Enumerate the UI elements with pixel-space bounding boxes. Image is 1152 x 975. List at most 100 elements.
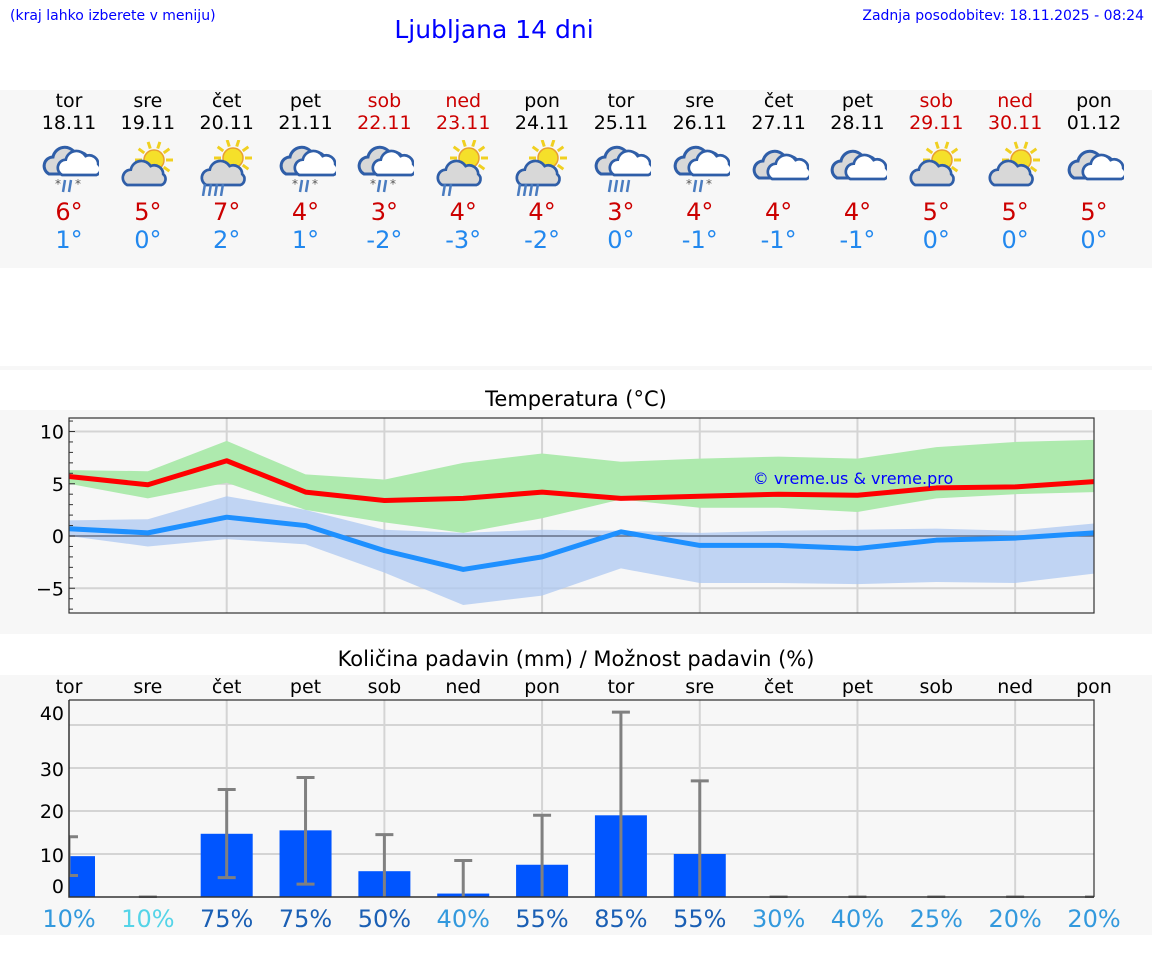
day-date: 26.11 [672, 112, 727, 134]
cloud-icon [752, 149, 809, 181]
sun-cloud-rain-icon [515, 140, 568, 196]
day-forecast: sob 29.11 5° 0° [897, 90, 975, 254]
x-day-label: tor [56, 676, 83, 698]
precipitation-probability: 50% [358, 905, 411, 933]
sun-cloud-light-rain-icon [436, 140, 489, 196]
min-temperature: -1° [681, 226, 718, 254]
sun-cloud-icon [909, 141, 962, 187]
svg-text:*: * [75, 177, 81, 191]
day-forecast: pet 28.11 4° -1° [818, 90, 896, 254]
max-temperature: 4° [291, 198, 320, 226]
min-temperature-band [69, 496, 1094, 605]
max-temperature: 4° [764, 198, 793, 226]
divider [0, 366, 1152, 370]
day-date: 23.11 [436, 112, 491, 134]
plot-frame [69, 699, 1095, 897]
day-date: 19.11 [120, 112, 176, 134]
svg-text:*: * [390, 177, 396, 191]
daily-forecast-panel: tor 18.11 * * 6° 1° sre 19.11 5° 0° čet 20.… [0, 90, 1152, 268]
min-temperature: 2° [213, 226, 241, 254]
day-forecast: tor 25.11 3° 0° [582, 90, 660, 254]
cloud-rain-snow-icon: * * [673, 145, 730, 193]
min-temperature: 0° [607, 226, 635, 254]
day-forecast: sre 26.11 * * 4° -1° [661, 90, 739, 254]
plot-frame [68, 700, 1094, 898]
cloud-rain-snow-icon: * * [279, 145, 336, 193]
y-tick-label: 40 [40, 703, 64, 725]
max-temperature: 3° [370, 198, 399, 226]
cloud-rain-icon [594, 145, 651, 193]
svg-text:*: * [55, 177, 61, 191]
x-day-label: čet [764, 676, 794, 698]
x-day-label: ned [997, 676, 1033, 698]
day-date: 20.11 [199, 112, 254, 134]
day-date: 25.11 [593, 112, 649, 134]
precipitation-probability: 75% [200, 905, 253, 933]
day-name: ned [997, 90, 1034, 112]
day-date: 24.11 [514, 112, 570, 134]
cloud-rain-snow-icon: * * [42, 145, 99, 193]
precipitation-probability: 40% [437, 905, 490, 933]
precipitation-probability: 85% [594, 905, 647, 933]
precipitation-probability: 55% [515, 905, 568, 933]
max-temperature: 6° [55, 198, 83, 226]
min-temperature: -2° [524, 226, 561, 254]
y-tick-label: 10 [40, 845, 64, 867]
x-day-label: tor [607, 676, 634, 698]
location-hint: (kraj lahko izberete v meniju) [10, 8, 216, 24]
x-day-label: pon [1076, 676, 1112, 698]
day-date: 30.11 [987, 112, 1043, 134]
day-date: 18.11 [41, 112, 97, 134]
precipitation-probability: 10% [121, 905, 174, 933]
precipitation-probability: 40% [831, 905, 884, 933]
y-tick-label: 30 [40, 759, 64, 781]
min-temperature: 0° [134, 226, 162, 254]
last-updated: Zadnja posodobitev: 18.11.2025 - 08:24 [862, 8, 1144, 24]
svg-text:*: * [292, 177, 298, 191]
day-name: tor [607, 90, 635, 112]
svg-text:*: * [706, 177, 712, 191]
precipitation-probability: 25% [910, 905, 963, 933]
max-temperature: 5° [1080, 198, 1108, 226]
cloud-rain-snow-icon: * * [358, 145, 415, 193]
max-temperature-line [69, 458, 1094, 503]
min-temperature: -3° [445, 226, 482, 254]
min-temperature: 0° [1001, 226, 1029, 254]
svg-text:*: * [686, 177, 692, 191]
day-name: sre [133, 90, 163, 112]
max-temperature: 4° [686, 198, 714, 226]
day-date: 21.11 [278, 112, 333, 134]
min-temperature-line [69, 514, 1094, 572]
x-day-label: sre [133, 676, 162, 698]
min-temperature: 1° [55, 226, 83, 254]
x-day-label: sob [920, 676, 954, 698]
x-day-label: sre [685, 676, 714, 698]
max-temperature: 5° [922, 198, 950, 226]
max-temperature: 5° [1001, 198, 1029, 226]
max-temperature: 5° [134, 198, 162, 226]
day-name: pet [841, 90, 874, 112]
y-tick-label: 5 [52, 474, 64, 496]
x-day-label: pet [842, 676, 873, 698]
day-forecast: ned 30.11 5° 0° [976, 90, 1054, 254]
watermark: © vreme.us & vreme.pro [753, 469, 954, 488]
x-day-label: sob [368, 676, 402, 698]
precipitation-probability: 30% [752, 905, 805, 933]
y-tick-label: 10 [40, 422, 64, 444]
max-temperature: 3° [607, 198, 635, 226]
day-forecast: pon 01.12 5° 0° [1055, 90, 1133, 254]
precipitation-probability: 20% [988, 905, 1041, 933]
day-forecast: pon 24.11 4° -2° [503, 90, 581, 254]
sun-cloud-rain-icon [200, 140, 252, 196]
y-tick-label: 0 [52, 876, 64, 898]
day-forecast: pet 21.11 * * 4° 1° [267, 90, 345, 254]
day-forecast: tor 18.11 * * 6° 1° [30, 90, 108, 254]
cloud-icon [831, 149, 888, 181]
sun-cloud-icon [121, 141, 173, 187]
min-temperature: -2° [366, 226, 403, 254]
y-tick-label: 20 [40, 801, 64, 823]
day-name: sob [367, 90, 402, 112]
min-temperature: 0° [922, 226, 950, 254]
x-day-label: ned [445, 676, 481, 698]
